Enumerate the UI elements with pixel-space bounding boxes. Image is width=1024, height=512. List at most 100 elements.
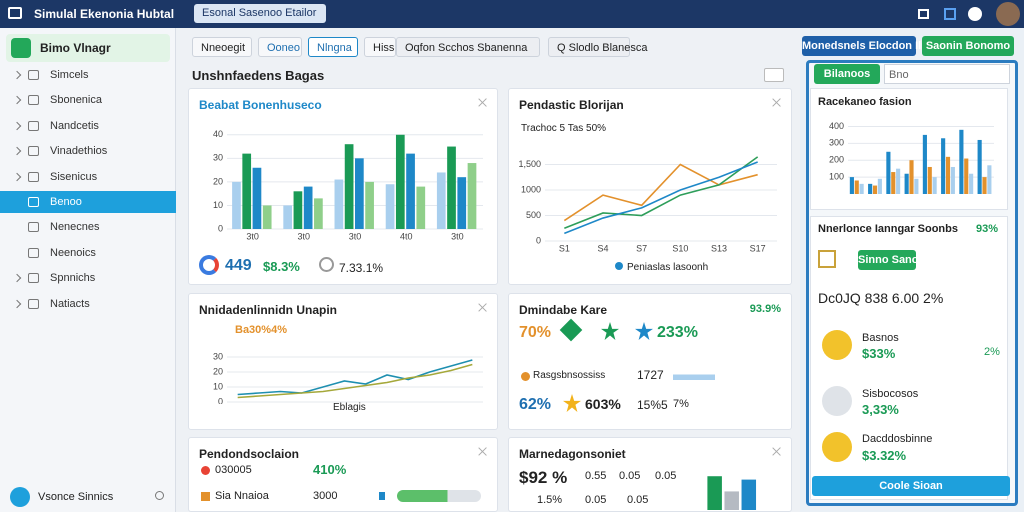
card: Pendondsoclaion 030005 410% Sia Nnaioa 3…	[188, 437, 498, 512]
button[interactable]: Monedsnels Elocdon Ilnt	[802, 36, 932, 56]
bar	[724, 491, 739, 510]
nav-label: Sisenicus	[50, 170, 98, 183]
nav-label: Spnnichs	[50, 272, 96, 285]
bar	[877, 178, 882, 194]
nav-item[interactable]: Vinadethios	[0, 140, 176, 162]
row-value: 1727	[637, 368, 664, 382]
bar	[741, 479, 757, 510]
expand-button[interactable]	[764, 68, 784, 82]
row-label: Rasgsbnsossiss	[533, 370, 606, 381]
bar	[982, 177, 987, 194]
x-tick-label: S4	[597, 243, 608, 253]
nav-item[interactable]: Natiacts	[0, 293, 176, 315]
y-tick-label: 1,500	[518, 159, 541, 169]
footer-button[interactable]: Coole Sioan	[812, 476, 1010, 496]
stat: 7.33.1%	[339, 261, 384, 275]
bar	[252, 167, 262, 229]
nav-item[interactable]: Nandcetis	[0, 115, 176, 137]
close[interactable]	[478, 98, 487, 107]
card-title: Pendastic Blorijan	[519, 98, 624, 112]
window-icon[interactable]	[918, 9, 929, 19]
status-dot	[155, 491, 164, 500]
top-bar: Simulal Ekenonia Hubtal Esonal Sasenoo E…	[0, 0, 1024, 28]
card-title: Dmindabe Kare	[519, 303, 608, 317]
y-tick-label: 300	[829, 138, 844, 148]
nav-item[interactable]: Sisenicus	[0, 166, 176, 188]
close[interactable]	[772, 447, 781, 456]
x-tick-label: 3t0	[451, 231, 464, 241]
bar	[868, 183, 873, 194]
filter[interactable]: Q Slodlo Blanesca	[548, 37, 648, 57]
calendar-icon[interactable]	[944, 8, 956, 20]
button[interactable]: Saonin Bonomo	[922, 36, 1014, 56]
nav-label: Natiacts	[50, 297, 90, 310]
chevron	[12, 96, 22, 105]
bar	[436, 172, 446, 229]
icon	[559, 318, 583, 342]
nav-icon	[28, 197, 39, 207]
star	[563, 394, 581, 412]
person-value: $33%	[862, 346, 896, 361]
avatar	[822, 330, 852, 360]
bar	[950, 166, 955, 194]
nav-item[interactable]: Neenoics	[0, 242, 176, 264]
tab[interactable]: Bilanoos	[814, 64, 880, 84]
input[interactable]: Bno	[884, 64, 1010, 84]
right-panel: Monedsnels Elocdon Ilnt Saonin Bonomo Bi…	[800, 28, 1024, 512]
nav-icon	[28, 247, 39, 258]
cell: 410%	[313, 462, 347, 477]
menu-icon[interactable]	[8, 7, 22, 19]
nav-item[interactable]: Sbonenica	[0, 89, 176, 111]
dropdown[interactable]: Esonal Sasenoo Etailor	[194, 4, 326, 23]
stat: 0.05	[627, 494, 649, 506]
sidebar-footer[interactable]: Vsonce Sinnics	[38, 491, 114, 503]
close[interactable]	[478, 447, 487, 456]
bar	[859, 183, 864, 194]
x-tick-label: 3t0	[246, 231, 259, 241]
tab[interactable]: Hiss	[364, 37, 396, 57]
bar	[904, 173, 909, 194]
nav-item[interactable]: Benoo	[0, 191, 176, 213]
bar	[891, 172, 896, 194]
x-tick-label: S10	[672, 243, 688, 253]
bar	[457, 177, 467, 229]
stat: $8.3%	[263, 259, 300, 274]
x-tick-label: S17	[750, 243, 766, 253]
brand: Bimo Vlnagr	[40, 41, 111, 55]
card-title: Pendondsoclaion	[199, 447, 300, 461]
app-title: Simulal Ekenonia Hubtal	[34, 7, 175, 21]
tab[interactable]: Nneoegit	[192, 37, 252, 57]
chevron	[12, 273, 22, 283]
avatar	[822, 432, 852, 462]
y-tick-label: 10	[213, 381, 223, 391]
y-tick-label: 0	[218, 223, 223, 233]
bar	[406, 153, 415, 229]
button[interactable]: Sinno Sanos	[858, 250, 925, 270]
bar	[909, 160, 914, 194]
stat: 0.05	[655, 470, 677, 482]
close[interactable]	[772, 98, 781, 107]
avatar[interactable]	[996, 2, 1020, 26]
search[interactable]: Oqfon Scchos Sbanenna	[396, 37, 540, 57]
star	[635, 322, 653, 340]
nav-item[interactable]: Simcels	[0, 64, 176, 86]
card: Beabat Bonenhuseco 0 10 20 30 40 3t0 3t0 3t0 4t0…	[188, 88, 498, 285]
legend: Peniaslas lasoonh	[615, 262, 708, 273]
stat: 0.05	[585, 494, 607, 506]
tab[interactable]: Nlngna	[308, 37, 358, 57]
bar	[886, 151, 891, 194]
nav-item[interactable]: Nenecnes	[0, 216, 176, 238]
bar	[977, 139, 982, 194]
bar	[314, 198, 323, 229]
nav-item[interactable]: Spnnichs	[0, 267, 176, 289]
person-value: $3.32%	[862, 448, 907, 463]
x-tick-label: S13	[711, 243, 727, 253]
legend-swatch	[615, 262, 623, 270]
line	[563, 163, 758, 222]
tab[interactable]: Ooneo	[258, 37, 302, 57]
close[interactable]	[478, 303, 487, 312]
nav-label: Benoo	[50, 196, 82, 208]
summary-title: Nnerlonce Ianngar Soonbs	[818, 223, 958, 235]
help-icon[interactable]	[968, 7, 982, 21]
x-tick-label: S7	[636, 243, 647, 253]
